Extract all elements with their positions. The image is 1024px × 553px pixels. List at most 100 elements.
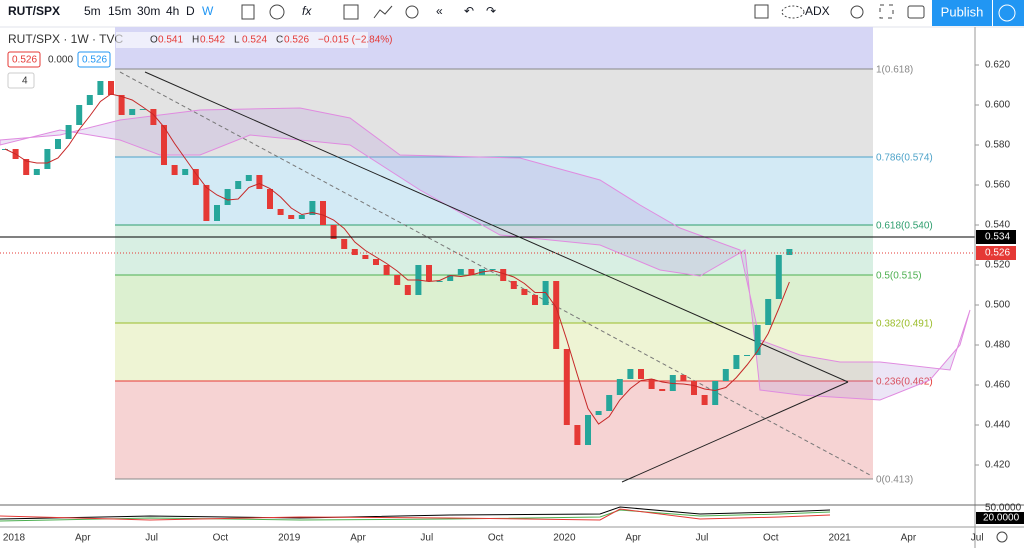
candle xyxy=(510,281,517,289)
candle xyxy=(468,269,475,275)
price-marker-label: 0.526 xyxy=(985,248,1010,259)
x-tick-label: 2018 xyxy=(3,533,26,544)
fib-label: 0.786(0.574) xyxy=(876,153,933,164)
indicators-icon[interactable]: fx xyxy=(302,4,312,18)
chart-type-icon[interactable] xyxy=(241,4,255,20)
candle xyxy=(659,389,666,391)
redo-icon[interactable]: ↷ xyxy=(486,4,496,18)
y-tick-label: 0.420 xyxy=(985,460,1010,471)
publish-menu-icon[interactable] xyxy=(998,4,1016,22)
toolbar xyxy=(0,0,1024,27)
di-minus xyxy=(0,508,831,521)
fib-zone xyxy=(115,381,873,479)
change: −0.015 (−2.84%) xyxy=(318,35,393,46)
candle xyxy=(394,275,401,285)
candle xyxy=(765,299,772,325)
legend-box-value: 0.526 xyxy=(82,55,107,66)
candle xyxy=(55,139,61,149)
candle xyxy=(595,411,602,415)
adx-marker xyxy=(976,512,1024,524)
legend-box-value: 0.000 xyxy=(48,55,73,66)
candle xyxy=(44,149,51,169)
y-tick-label: 0.440 xyxy=(985,420,1010,431)
layout-icon[interactable] xyxy=(754,4,769,19)
candle xyxy=(627,369,634,379)
ohlc-value: 0.526 xyxy=(284,35,309,46)
x-tick-label: Apr xyxy=(625,533,641,544)
indicator-name[interactable]: ADX xyxy=(805,4,830,18)
legend-bg xyxy=(116,32,368,48)
x-tick-label: 2019 xyxy=(278,533,301,544)
ohlc-value: 0.542 xyxy=(200,35,225,46)
ohlc-value: 0.524 xyxy=(242,35,267,46)
candle xyxy=(775,255,782,299)
legend-box xyxy=(77,51,111,68)
studies-toggle[interactable] xyxy=(7,72,35,89)
ohlc-key: H xyxy=(192,35,199,46)
fib-label: 0.618(0.540) xyxy=(876,221,933,232)
candle xyxy=(521,289,528,295)
interval[interactable]: 5m xyxy=(84,4,101,18)
ohlc-key: L xyxy=(234,35,240,46)
studies-count[interactable]: 4 xyxy=(22,76,28,87)
ohlc-key: O xyxy=(150,35,158,46)
fib-zone xyxy=(115,157,873,225)
interval[interactable]: 4h xyxy=(166,4,179,18)
interval[interactable]: 15m xyxy=(108,4,131,18)
candle xyxy=(638,369,644,379)
candle xyxy=(744,355,750,356)
candle xyxy=(214,205,220,221)
fullscreen-icon[interactable] xyxy=(879,4,894,19)
candle xyxy=(298,215,305,219)
candle xyxy=(108,81,114,95)
fib-zone xyxy=(115,323,873,381)
publish-button[interactable] xyxy=(932,0,992,26)
publish-label[interactable]: Publish xyxy=(941,4,984,19)
candle xyxy=(606,395,613,411)
candle xyxy=(489,269,496,270)
undo-icon[interactable]: ↶ xyxy=(464,4,474,18)
adx-line xyxy=(0,506,831,520)
legend-title: RUT/SPX · 1W · TVC xyxy=(8,32,123,46)
fib-label: 0(0.413) xyxy=(876,475,913,486)
cloud-icon[interactable] xyxy=(781,5,805,19)
candle xyxy=(648,379,655,389)
interval[interactable]: W xyxy=(202,4,214,18)
candle xyxy=(76,105,83,125)
interval[interactable]: 30m xyxy=(137,4,160,18)
candle xyxy=(754,325,761,355)
y-tick-label: 0.460 xyxy=(985,380,1010,391)
price-marker xyxy=(976,230,1016,244)
settings-icon[interactable] xyxy=(850,5,864,19)
candle xyxy=(224,189,231,205)
symbol[interactable]: RUT/SPX xyxy=(8,4,60,18)
y-tick-label: 0.600 xyxy=(985,100,1010,111)
price-marker xyxy=(976,246,1016,260)
interval[interactable]: D xyxy=(186,4,195,18)
candle xyxy=(65,125,72,139)
y-tick-label: 0.500 xyxy=(985,300,1010,311)
candle xyxy=(86,95,93,105)
snapshot-icon[interactable] xyxy=(907,5,925,19)
publish-menu[interactable] xyxy=(993,0,1024,26)
price-marker-label: 0.534 xyxy=(985,232,1010,243)
replay-icon[interactable]: « xyxy=(436,4,443,18)
templates-icon[interactable] xyxy=(343,4,359,20)
axis-settings[interactable] xyxy=(996,531,1008,543)
compare-icon[interactable] xyxy=(269,4,285,20)
alert-clock[interactable] xyxy=(405,5,419,19)
legend-box xyxy=(44,52,76,67)
y-tick-label: 0.540 xyxy=(985,220,1010,231)
adx-tick: 20.0000 xyxy=(983,513,1020,524)
alert-icon[interactable] xyxy=(373,5,393,19)
candle xyxy=(373,259,379,265)
ohlc-key: C xyxy=(276,35,283,46)
x-tick-label: 2021 xyxy=(828,533,851,544)
candle xyxy=(404,285,411,295)
candle xyxy=(553,281,560,349)
candle xyxy=(118,95,125,115)
candle xyxy=(563,349,570,425)
candle xyxy=(457,269,464,275)
candle xyxy=(256,175,263,189)
